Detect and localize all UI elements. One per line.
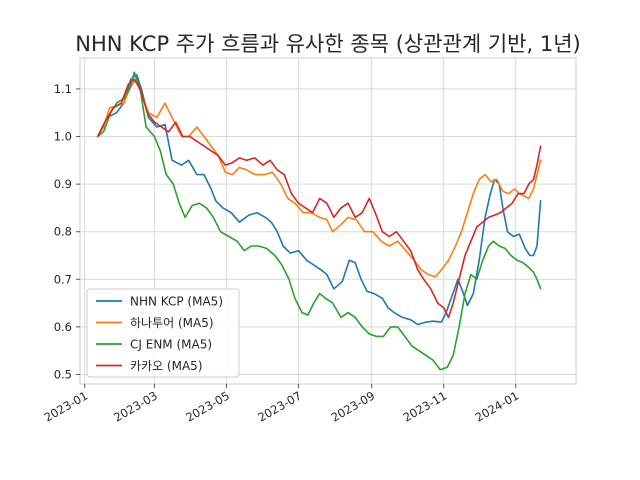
y-tick-label: 1.0 — [54, 130, 72, 144]
legend-label: 카카오 (MA5) — [130, 359, 203, 373]
series-line-2 — [96, 71, 542, 371]
legend-label: NHN KCP (MA5) — [130, 295, 223, 309]
plot-frame — [79, 57, 577, 385]
y-tick-label: 0.8 — [54, 225, 72, 239]
x-axis-ticks: 2023-01 2023-03 2023-05 2023-07 2023-09 2023-… — [42, 384, 522, 425]
x-tick-label: 2023-01 — [42, 388, 91, 424]
x-tick-label: 2023-09 — [329, 388, 378, 424]
y-tick-label: 0.5 — [54, 367, 72, 381]
x-tick-label: 2024-01 — [473, 388, 522, 424]
y-tick-label: 1.1 — [54, 82, 72, 96]
series-line-1 — [96, 78, 542, 278]
y-tick-label: 0.7 — [54, 272, 72, 286]
series-lines — [96, 71, 542, 371]
x-tick-label: 2023-03 — [111, 388, 160, 424]
y-tick-label: 0.9 — [54, 177, 72, 191]
series-line-3 — [96, 78, 542, 319]
legend: NHN KCP (MA5) 하나투어 (MA5) CJ ENM (MA5) 카카오 (… — [86, 288, 240, 378]
series-line-0 — [96, 73, 542, 326]
legend-box — [86, 288, 240, 378]
legend-label: 하나투어 (MA5) — [130, 316, 214, 330]
y-tick-label: 0.6 — [54, 320, 72, 334]
legend-label: CJ ENM (MA5) — [130, 338, 212, 352]
chart-title: NHN KCP 주가 흐름과 유사한 종목 (상관관계 기반, 1년) — [75, 32, 580, 56]
x-tick-label: 2023-05 — [183, 388, 232, 424]
y-axis-ticks: 0.5 0.6 0.7 0.8 0.9 1.0 1.1 — [54, 82, 80, 381]
x-tick-label: 2023-11 — [401, 388, 450, 424]
x-tick-label: 2023-07 — [255, 388, 304, 424]
